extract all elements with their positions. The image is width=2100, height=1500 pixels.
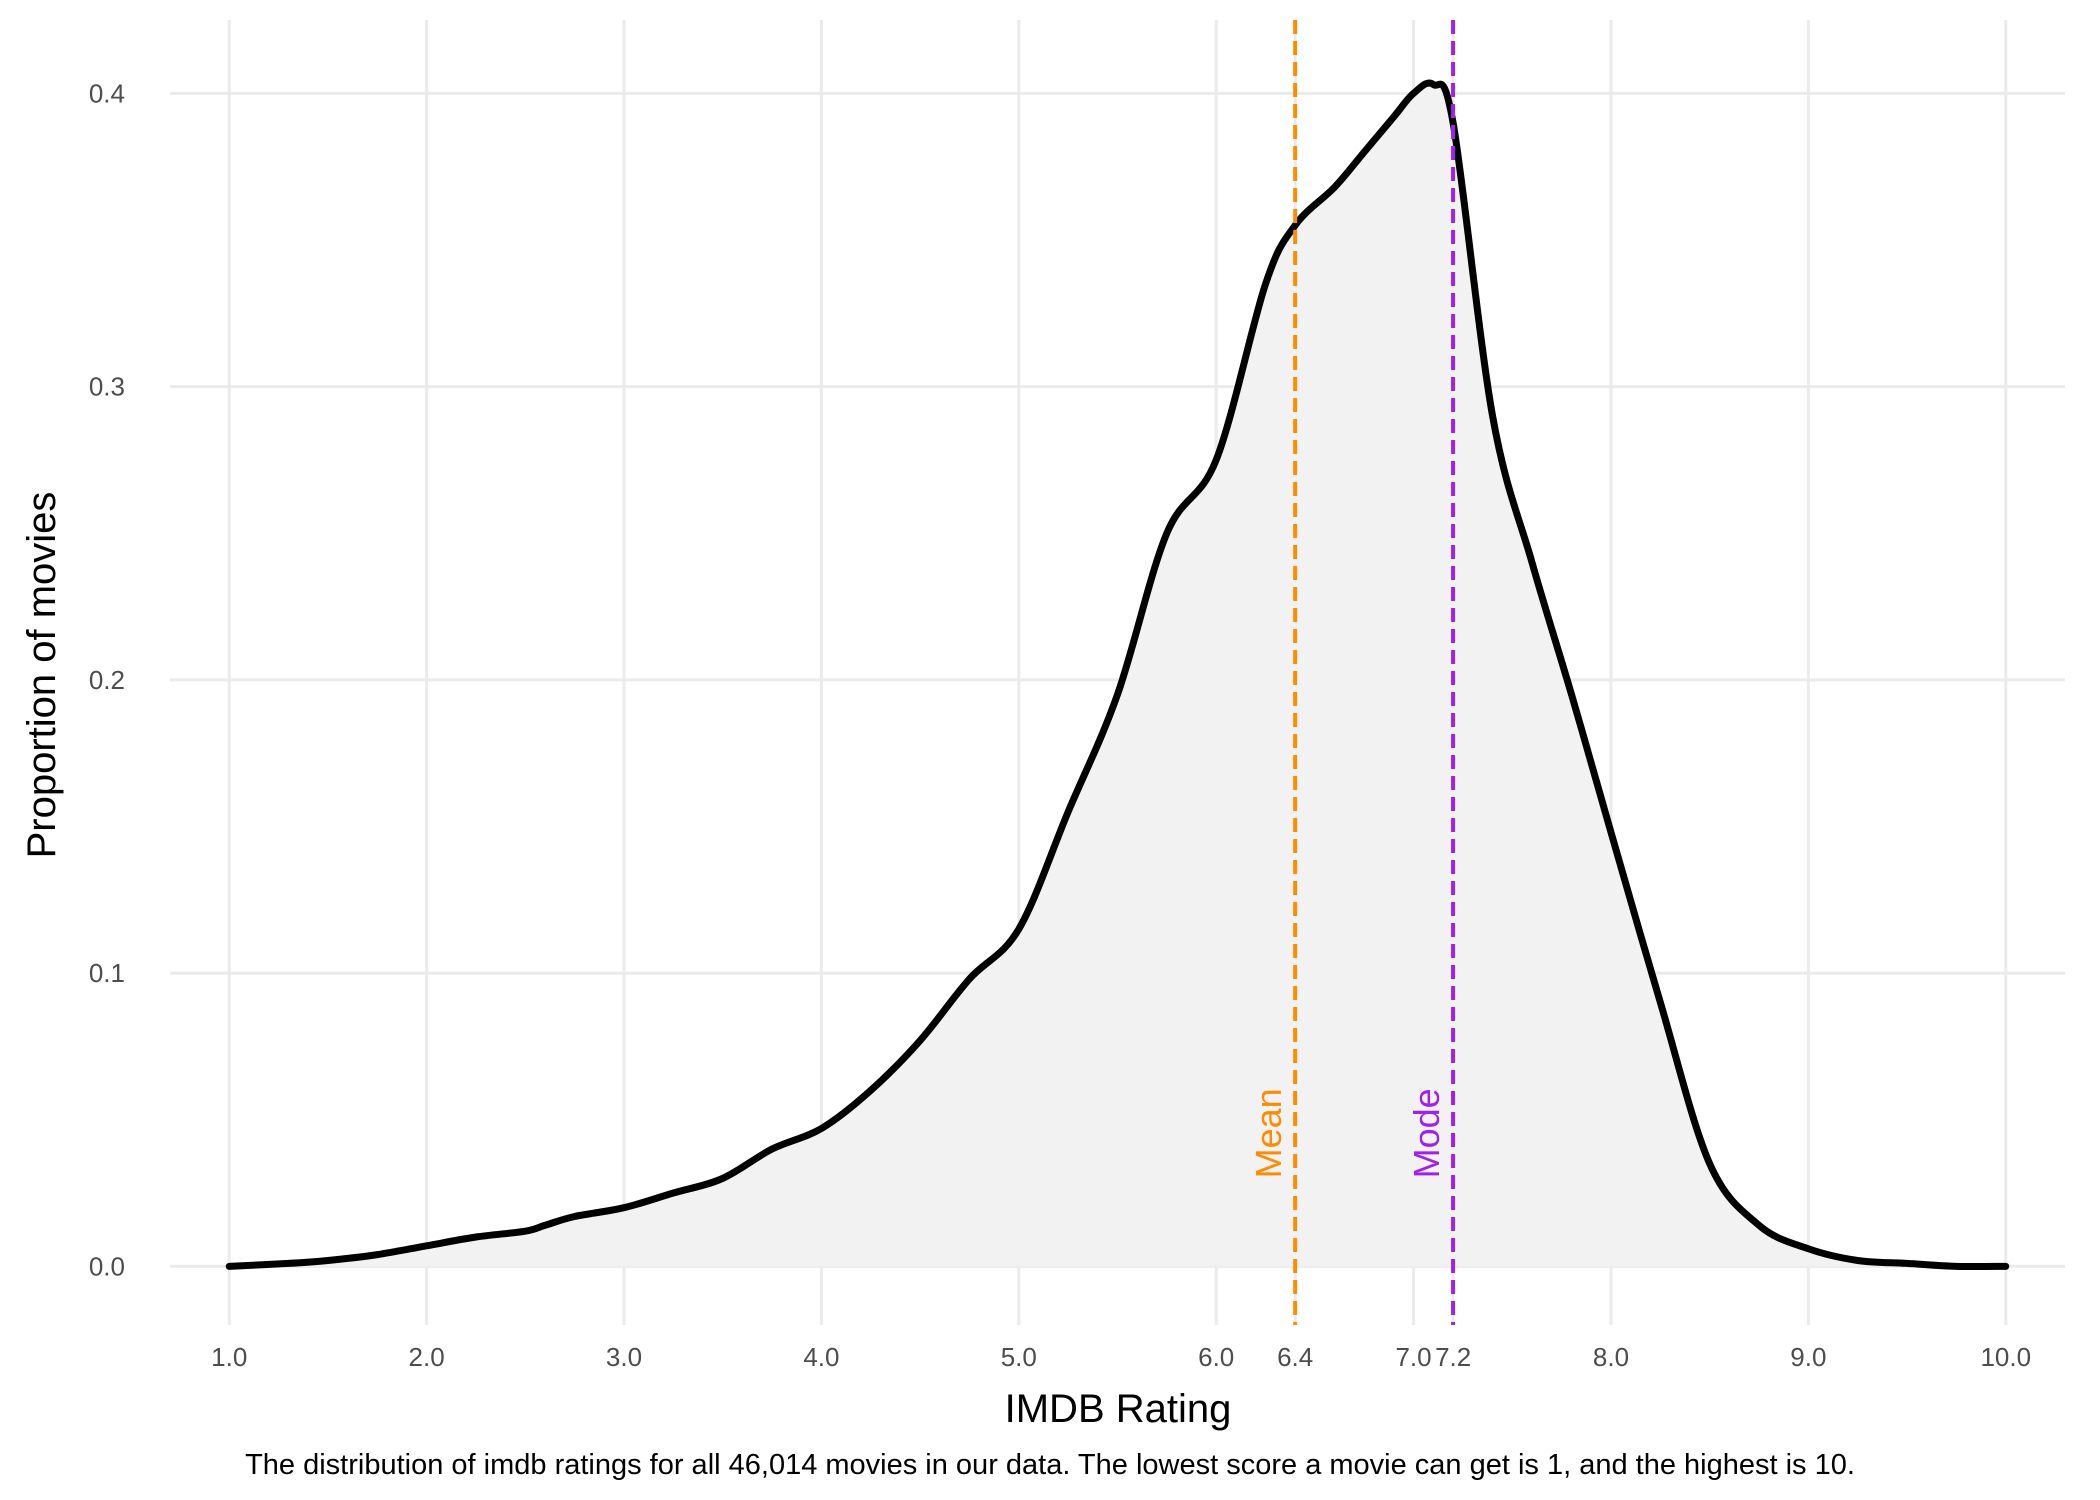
x-axis-title: IMDB Rating [1005,1387,1232,1431]
y-tick-label: 0.1 [89,958,125,988]
x-tick-label: 8.0 [1593,1342,1629,1372]
x-tick-label: 7.2 [1435,1342,1471,1372]
y-tick-label: 0.4 [89,78,125,108]
x-tick-label: 6.0 [1198,1342,1234,1372]
x-tick-label: 2.0 [409,1342,445,1372]
vline-label-mean: Mean [1248,1088,1289,1178]
vline-label-mode: Mode [1406,1088,1447,1178]
x-tick-label: 3.0 [606,1342,642,1372]
x-tick-label: 9.0 [1790,1342,1826,1372]
x-axis-ticks: 1.0 2.0 3.0 4.0 5.0 6.0 6.4 7.0 7.2 8.0 9.0 10.0 [211,1342,2031,1372]
y-tick-label: 0.3 [89,372,125,402]
x-tick-label: 4.0 [803,1342,839,1372]
y-axis-ticks: 0.0 0.1 0.2 0.3 0.4 [89,78,125,1281]
y-axis-title: Proportion of movies [20,492,64,859]
density-area [229,83,2006,1267]
chart-caption: The distribution of imdb ratings for all… [245,1449,1855,1481]
y-tick-label: 0.2 [89,665,125,695]
x-tick-label: 6.4 [1277,1342,1313,1372]
x-tick-label: 1.0 [211,1342,247,1372]
x-tick-label: 7.0 [1395,1342,1431,1372]
x-tick-label: 10.0 [1980,1342,2031,1372]
y-tick-label: 0.0 [89,1251,125,1281]
x-tick-label: 5.0 [1001,1342,1037,1372]
density-line [225,79,2010,1271]
reference-lines: Mean Mode [1248,20,1456,1325]
